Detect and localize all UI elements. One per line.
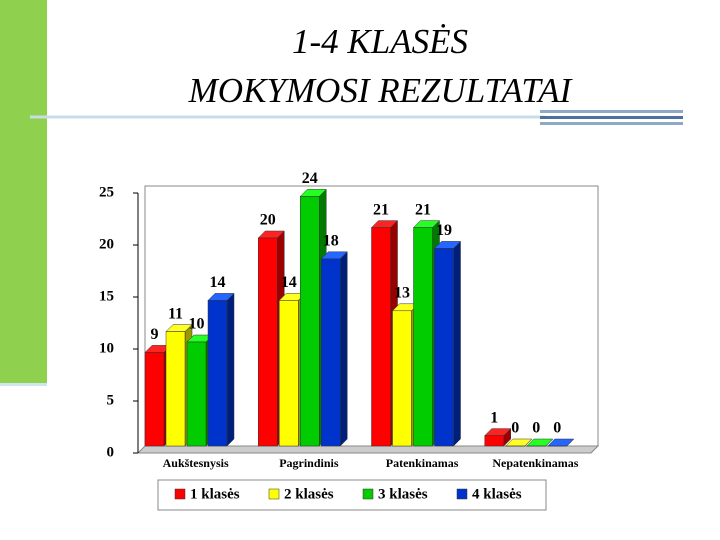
bar — [547, 438, 575, 447]
legend-swatch — [268, 488, 280, 500]
bar — [207, 292, 235, 447]
bar-front — [144, 352, 165, 447]
bar-front — [207, 300, 228, 447]
data-label: 21 — [373, 201, 389, 218]
side-decoration-edge — [0, 383, 47, 386]
bar-front — [300, 196, 320, 447]
y-tick-label: 20 — [99, 236, 114, 252]
x-tick-label: Aukštesnysis — [163, 456, 229, 470]
data-label: 20 — [260, 212, 276, 229]
x-tick-label: Pagrindinis — [279, 456, 339, 470]
bar — [320, 251, 348, 447]
legend-label: 2 klasės — [284, 486, 334, 502]
data-label: 1 — [490, 409, 498, 426]
bar-side — [453, 240, 461, 447]
bar — [505, 438, 533, 447]
y-tick-label: 5 — [107, 392, 115, 408]
side-decoration — [0, 0, 47, 383]
bar — [484, 427, 512, 447]
bar-front — [371, 227, 391, 447]
data-label: 11 — [168, 305, 183, 322]
bar-front — [279, 300, 299, 447]
data-label: 13 — [394, 284, 410, 301]
legend-label: 3 klasės — [378, 486, 428, 502]
bar-side — [226, 292, 235, 447]
y-tick-label: 0 — [107, 444, 115, 460]
y-tick-label: 15 — [99, 288, 114, 304]
chart-title: MOKYMOSI REZULTATAI — [188, 71, 574, 110]
data-label: 21 — [415, 201, 431, 218]
bar-front — [392, 310, 412, 447]
bar-front — [258, 237, 278, 447]
legend-label: 1 klasės — [190, 486, 240, 502]
x-tick-label: Patenkinamas — [386, 456, 459, 470]
bar-front — [434, 248, 454, 447]
data-label: 18 — [323, 232, 339, 249]
data-label: 10 — [189, 316, 205, 333]
legend-box — [157, 479, 547, 511]
plot-frame — [144, 185, 599, 446]
data-label: 19 — [436, 222, 452, 239]
bar — [526, 438, 554, 447]
legend-swatch — [456, 488, 468, 500]
data-label: 14 — [210, 274, 226, 291]
chart-title: 1-4 KLASĖS — [292, 22, 468, 61]
bar-front — [321, 258, 341, 447]
bar-front — [484, 435, 504, 447]
plot-floor — [136, 445, 600, 454]
bar-front — [413, 227, 433, 447]
y-tick-label: 25 — [99, 184, 114, 200]
rule-stripes — [540, 110, 683, 125]
data-label: 0 — [511, 420, 519, 437]
legend-swatch — [174, 488, 186, 500]
legend-label: 4 klasės — [472, 486, 522, 502]
data-label: 14 — [281, 274, 297, 291]
bar-front — [186, 341, 207, 447]
bar — [433, 240, 462, 447]
bar-front — [165, 331, 186, 447]
x-tick-label: Nepatenkinamas — [492, 456, 578, 470]
data-label: 0 — [553, 420, 561, 437]
data-label: 9 — [151, 326, 159, 343]
bar-side — [340, 251, 348, 447]
legend-swatch — [362, 488, 374, 500]
y-tick-label: 10 — [99, 340, 114, 356]
data-label: 24 — [302, 170, 318, 187]
data-label: 0 — [532, 420, 540, 437]
